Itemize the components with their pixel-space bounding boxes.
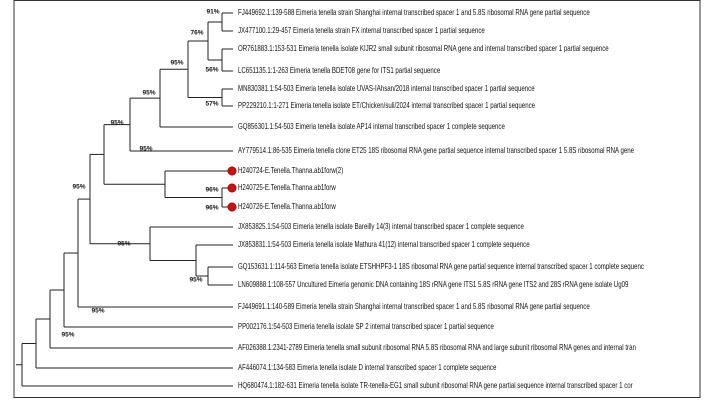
bootstrap-value: 56%	[205, 67, 218, 74]
bootstrap-value: 95%	[142, 90, 155, 97]
bootstrap-value: 76%	[190, 30, 203, 37]
bootstrap-value: 57%	[205, 101, 218, 108]
sample-marker	[227, 183, 237, 193]
leaf-label: H240724-E.Tenella.Thanna.ab1forw(2)	[238, 165, 343, 175]
leaf-label: OR761883.1:153-531 Eimeria tenella isola…	[238, 43, 609, 53]
bootstrap-value: 95%	[110, 120, 123, 127]
leaf-label: JX477100.1:29-457 Eimeria tenella strain…	[238, 25, 485, 35]
bootstrap-value: 91%	[206, 9, 219, 16]
frame	[13, 0, 701, 398]
sample-marker	[227, 166, 237, 176]
leaf-label: GQ153631.1:114-563 Eimeria tenella isola…	[238, 261, 644, 271]
bootstrap-value: 95%	[139, 146, 152, 153]
leaf-label: AY779514.1:86-535 Eimeria tenella clone …	[238, 145, 634, 155]
bootstrap-value: 95%	[117, 241, 130, 248]
leaf-label: MN830381.1:54-503 Eimeria tenella isolat…	[238, 83, 535, 93]
leaf-label: LN609888.1:108-557 Uncultured Eimeria ge…	[238, 279, 628, 289]
leaf-label: H240726-E.Tenella.Thanna.ab1forw	[238, 201, 336, 211]
bootstrap-value: 95%	[61, 332, 74, 339]
bootstrap-value: 96%	[205, 187, 218, 194]
bootstrap-value: 95%	[170, 60, 183, 67]
leaf-label: PP229210.1:1-271 Eimeria tenella isolate…	[238, 100, 535, 110]
leaf-label: HQ680474.1:182-631 Eimeria tenella isola…	[238, 380, 633, 390]
bootstrap-value: 96%	[205, 205, 218, 212]
leaf-label: PP002176.1:54-503 Eimeria tenella isolat…	[238, 321, 494, 331]
leaf-label: H240725-E.Tenella.Thanna.ab1forw	[238, 182, 336, 192]
bootstrap-value: 95%	[72, 184, 85, 191]
leaf-label: AF026388.1:2341-2789 Eimeria tenella sma…	[238, 342, 636, 352]
leaf-label: LC651135.1:1-263 Eimeria tenella BDET08 …	[238, 65, 440, 75]
leaf-label: GQ856301.1:54-503 Eimeria tenella isolat…	[238, 121, 505, 131]
tree-content: FJ449692.1:139-588 Eimeria tenella strai…	[16, 7, 644, 391]
bootstrap-value: 95%	[189, 277, 202, 284]
leaf-label: AF446074.1:134-583 Eimeria tenella isola…	[238, 362, 496, 372]
leaf-label: JX853831.1:54-503 Eimeria tenella isolat…	[238, 239, 530, 249]
sample-marker	[227, 202, 237, 212]
bootstrap-value: 95%	[91, 308, 104, 315]
leaf-label: FJ449691.1:140-589 Eimeria tenella strai…	[238, 301, 590, 311]
leaf-label: FJ449692.1:139-588 Eimeria tenella strai…	[238, 7, 590, 17]
leaf-label: JX853825.1:54-503 Eimeria tenella isolat…	[238, 221, 524, 231]
